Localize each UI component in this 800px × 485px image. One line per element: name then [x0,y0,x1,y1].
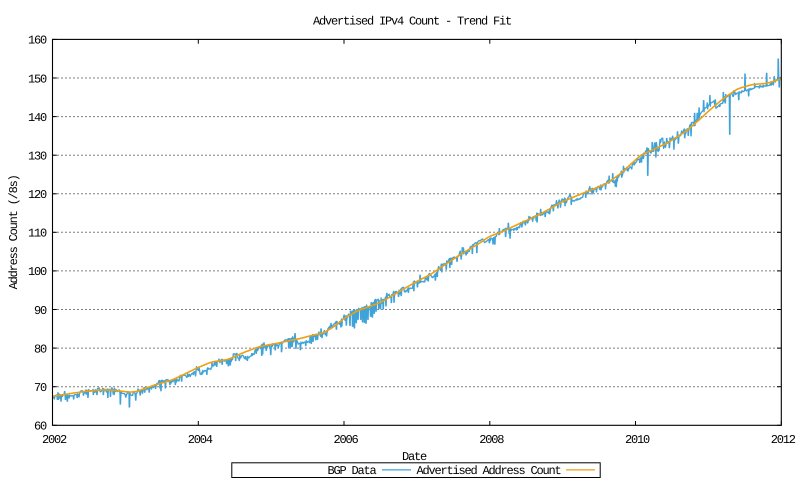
svg-text:80: 80 [34,342,47,356]
svg-text:2006: 2006 [333,433,358,447]
svg-text:120: 120 [28,188,47,202]
svg-text:2012: 2012 [771,433,796,447]
svg-text:160: 160 [28,34,47,48]
svg-text:2004: 2004 [188,433,213,447]
svg-text:2010: 2010 [625,433,650,447]
svg-text:90: 90 [34,304,47,318]
svg-text:Advertised IPv4 Count - Trend: Advertised IPv4 Count - Trend Fit [313,15,511,29]
svg-text:2008: 2008 [479,433,504,447]
svg-text:Date: Date [402,450,427,464]
svg-text:2002: 2002 [42,433,67,447]
svg-text:BGP Data: BGP Data [327,464,376,478]
svg-text:100: 100 [28,265,47,279]
svg-text:150: 150 [28,72,47,86]
svg-text:70: 70 [34,381,47,395]
svg-text:110: 110 [28,227,47,241]
svg-text:130: 130 [28,150,47,164]
svg-text:140: 140 [28,111,47,125]
svg-text:Advertised Address Count: Advertised Address Count [416,464,560,478]
svg-text:60: 60 [34,420,47,434]
svg-text:Address Count (/8s): Address Count (/8s) [7,175,21,289]
